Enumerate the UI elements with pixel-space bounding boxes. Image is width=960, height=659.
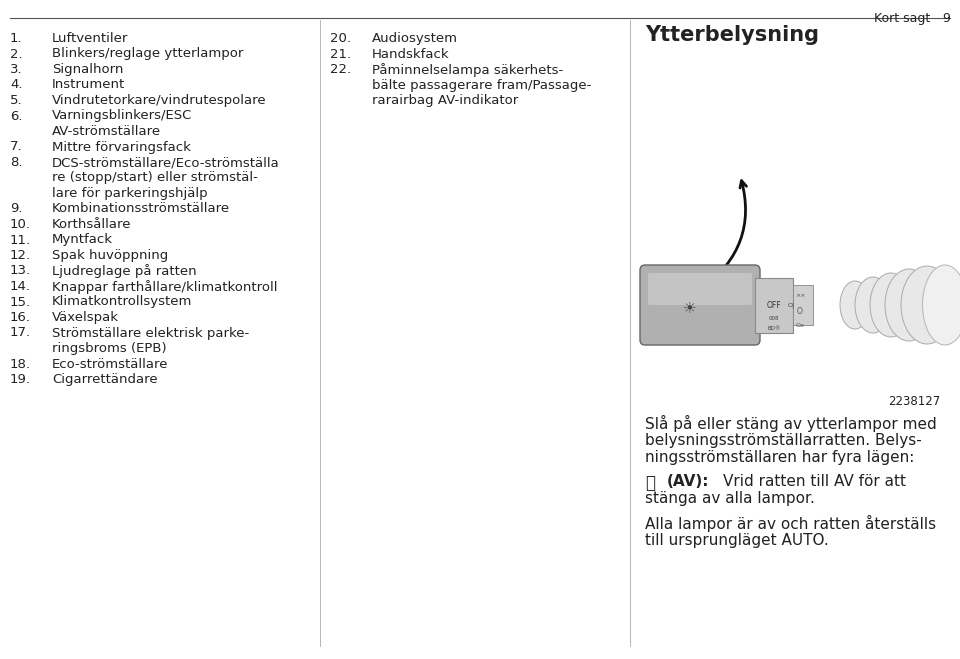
Text: 16.: 16. [10,311,31,324]
Ellipse shape [923,265,960,345]
Text: 20.: 20. [330,32,351,45]
Text: O|: O| [788,302,795,308]
Text: ××: ×× [795,293,805,299]
Text: Audiosystem: Audiosystem [372,32,458,45]
FancyBboxPatch shape [640,265,760,345]
Ellipse shape [855,277,891,333]
Text: ringsbroms (EPB): ringsbroms (EPB) [52,342,167,355]
Text: Påminnelselampa säkerhets-: Påminnelselampa säkerhets- [372,63,564,77]
Ellipse shape [885,269,933,341]
Text: ⏻: ⏻ [645,474,655,492]
Text: till ursprungläget AUTO.: till ursprungläget AUTO. [645,532,828,548]
Text: Kombinationsströmställare: Kombinationsströmställare [52,202,230,215]
Text: Ljudreglage på ratten: Ljudreglage på ratten [52,264,197,279]
Text: 7.: 7. [10,140,23,154]
Ellipse shape [870,273,912,337]
Text: Ytterbelysning: Ytterbelysning [645,25,819,45]
Text: 14.: 14. [10,280,31,293]
Text: Växelspak: Växelspak [52,311,119,324]
FancyArrowPatch shape [703,181,747,289]
Text: 17.: 17. [10,326,31,339]
Bar [793,285,813,325]
Text: BD®: BD® [767,326,780,331]
FancyBboxPatch shape [648,273,752,305]
Text: lare för parkeringshjälp: lare för parkeringshjälp [52,187,207,200]
Text: Slå på eller stäng av ytterlampor med: Slå på eller stäng av ytterlampor med [645,415,937,432]
Text: Alla lampor är av och ratten återställs: Alla lampor är av och ratten återställs [645,515,936,532]
Text: 12.: 12. [10,249,31,262]
Text: 1.: 1. [10,32,23,45]
Text: Strömställare elektrisk parke-: Strömställare elektrisk parke- [52,326,250,339]
Text: 9: 9 [942,12,950,25]
Text: 4.: 4. [10,78,22,92]
Text: AV-strömställare: AV-strömställare [52,125,161,138]
Text: Klimatkontrollsystem: Klimatkontrollsystem [52,295,192,308]
Text: 11.: 11. [10,233,31,246]
Text: 5.: 5. [10,94,23,107]
Text: 10.: 10. [10,218,31,231]
Text: 22.: 22. [330,63,351,76]
Text: 21.: 21. [330,47,351,61]
Text: Luftventiler: Luftventiler [52,32,129,45]
Text: Handskfack: Handskfack [372,47,449,61]
Text: Instrument: Instrument [52,78,125,92]
Text: 19.: 19. [10,373,31,386]
Text: Mittre förvaringsfack: Mittre förvaringsfack [52,140,191,154]
Text: 18.: 18. [10,357,31,370]
Text: (AV):: (AV): [667,474,709,489]
Text: 15.: 15. [10,295,31,308]
Text: 2238127: 2238127 [888,395,940,408]
Text: ☀: ☀ [684,301,697,316]
Text: stänga av alla lampor.: stänga av alla lampor. [645,492,815,506]
Text: Signalhorn: Signalhorn [52,63,124,76]
Text: DCS-strömställare/Eco-strömställa: DCS-strömställare/Eco-strömställa [52,156,279,169]
Text: Spak huvöppning: Spak huvöppning [52,249,168,262]
Text: 2.: 2. [10,47,23,61]
Ellipse shape [901,266,953,344]
Text: 13.: 13. [10,264,31,277]
Text: 9.: 9. [10,202,22,215]
Text: Kort sagt: Kort sagt [874,12,930,25]
Text: Myntfack: Myntfack [52,233,113,246]
Text: Cigarrettändare: Cigarrettändare [52,373,157,386]
Text: re (stopp/start) eller strömstäl-: re (stopp/start) eller strömstäl- [52,171,258,185]
Bar [755,278,793,333]
Text: bälte passagerare fram/Passage-: bälte passagerare fram/Passage- [372,78,591,92]
Text: Blinkers/reglage ytterlampor: Blinkers/reglage ytterlampor [52,47,244,61]
Text: 008: 008 [769,316,780,320]
Text: Eco-strömställare: Eco-strömställare [52,357,169,370]
Text: O¤: O¤ [796,322,804,328]
Text: belysningsströmställarratten. Belys-: belysningsströmställarratten. Belys- [645,432,922,447]
Text: O: O [797,308,803,316]
Text: 3.: 3. [10,63,23,76]
Ellipse shape [840,281,870,329]
Text: 6.: 6. [10,109,22,123]
Text: rarairbag AV-indikator: rarairbag AV-indikator [372,94,518,107]
Text: ningsströmställaren har fyra lägen:: ningsströmställaren har fyra lägen: [645,450,914,465]
Text: Korthsållare: Korthsållare [52,218,132,231]
Text: Varningsblinkers/ESC: Varningsblinkers/ESC [52,109,192,123]
Text: Vindrutetorkare/vindrutespolare: Vindrutetorkare/vindrutespolare [52,94,267,107]
Text: 8.: 8. [10,156,22,169]
Text: Vrid ratten till AV för att: Vrid ratten till AV för att [723,474,906,489]
Text: Knappar farthållare/klimatkontroll: Knappar farthållare/klimatkontroll [52,280,277,294]
Text: OFF: OFF [767,301,781,310]
